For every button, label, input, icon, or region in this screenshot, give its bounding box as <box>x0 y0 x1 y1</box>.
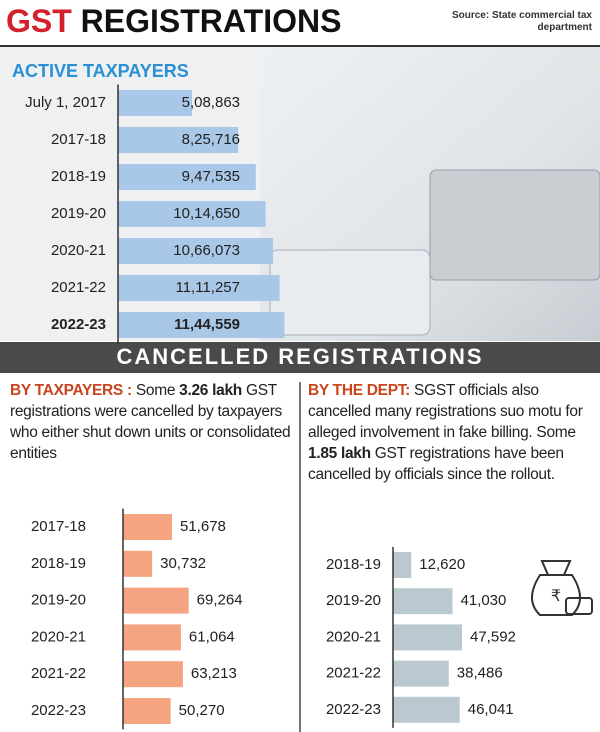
note-bold: 1.85 lakh <box>308 445 371 462</box>
value-label: 10,66,073 <box>173 242 240 259</box>
value-label: 10,14,650 <box>173 205 240 222</box>
bar <box>118 201 266 227</box>
source: Source: State commercial tax department <box>451 10 592 33</box>
category-label: 2019-20 <box>51 205 106 222</box>
bar <box>393 624 462 651</box>
bar <box>123 661 183 688</box>
bar <box>118 312 285 338</box>
source-box: Source: State commercial tax department <box>451 10 592 33</box>
bar <box>118 275 280 301</box>
note-lead: BY TAXPAYERS : <box>10 382 132 399</box>
value-label: 69,264 <box>197 592 243 609</box>
value-label: 47,592 <box>470 628 516 645</box>
bar <box>123 698 171 724</box>
chart-title: GST REGISTRATIONS <box>6 3 341 39</box>
note-text: Some <box>131 382 180 399</box>
bar <box>118 238 274 264</box>
laptop <box>429 169 600 281</box>
note-bold: 3.26 lakh <box>179 382 242 399</box>
bar <box>123 587 189 614</box>
value-label: 8,25,716 <box>182 131 240 148</box>
bar <box>393 696 460 723</box>
category-label: 2020-21 <box>31 628 86 645</box>
category-label: 2019-20 <box>326 592 381 609</box>
bar <box>393 588 453 615</box>
bar <box>123 550 153 577</box>
panel-title: ACTIVE TAXPAYERS <box>12 61 189 81</box>
category-label: 2022-23 <box>51 316 106 333</box>
note-text: GST registrations have been cancelled by… <box>308 445 564 483</box>
value-label: 50,270 <box>179 702 225 719</box>
bar <box>118 90 192 116</box>
value-label: 30,732 <box>160 555 206 572</box>
category-label: 2018-19 <box>51 168 106 185</box>
category-label: 2021-22 <box>326 665 381 682</box>
calculator <box>269 249 431 336</box>
category-label: 2019-20 <box>31 592 86 609</box>
bar <box>123 624 181 651</box>
category-label: 2022-23 <box>31 702 86 719</box>
bar <box>393 660 449 687</box>
bar <box>118 164 256 190</box>
value-label: 61,064 <box>189 628 235 645</box>
category-label: 2017-18 <box>31 518 86 535</box>
category-label: 2021-22 <box>31 665 86 682</box>
category-label: 2017-18 <box>51 131 106 148</box>
bar <box>123 514 172 540</box>
value-label: 11,11,257 <box>175 279 240 296</box>
value-label: 11,44,559 <box>174 316 240 333</box>
category-label: 2022-23 <box>326 701 381 718</box>
value-label: 41,030 <box>460 592 506 609</box>
value-label: 5,08,863 <box>182 94 240 111</box>
note-taxpayers: BY TAXPAYERS : Some 3.26 lakh GST regist… <box>10 380 295 464</box>
note-dept: BY THE DEPT: SGST officials also cancell… <box>308 380 593 485</box>
money-bag-icon: ₹ <box>531 560 593 616</box>
category-label: 2020-21 <box>326 628 381 645</box>
value-label: 9,47,535 <box>182 168 240 185</box>
category-label: 2018-19 <box>326 556 381 573</box>
bar <box>118 127 239 153</box>
section-title: CANCELLED REGISTRATIONS <box>116 344 483 369</box>
note-text: GST registrations were cancelled by taxp… <box>10 382 291 462</box>
value-label: 12,620 <box>419 556 465 573</box>
value-label: 63,213 <box>191 665 237 682</box>
note-text: SGST officials also cancelled many regis… <box>308 382 583 441</box>
category-label: 2020-21 <box>51 242 106 259</box>
value-label: 51,678 <box>180 518 226 535</box>
category-label: 2021-22 <box>51 279 106 296</box>
section-band <box>0 342 600 373</box>
value-label: 46,041 <box>468 701 514 718</box>
note-lead: BY THE DEPT: <box>308 382 411 399</box>
category-label: July 1, 2017 <box>25 94 106 111</box>
category-label: 2018-19 <box>31 555 86 572</box>
bar <box>393 552 412 578</box>
value-label: 38,486 <box>457 665 503 682</box>
svg-text:₹: ₹ <box>551 588 561 605</box>
